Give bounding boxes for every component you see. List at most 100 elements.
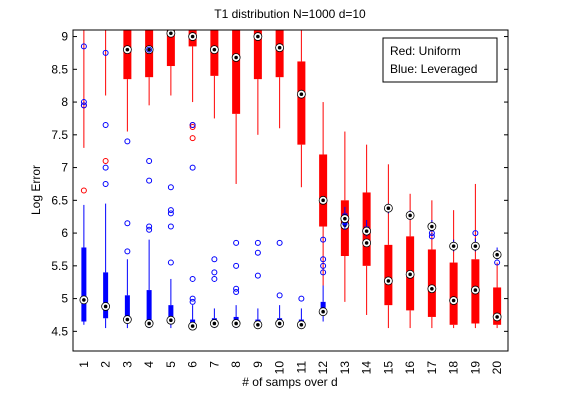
outlier xyxy=(189,123,196,130)
outlier xyxy=(298,295,305,302)
x-tick-label: 17 xyxy=(425,361,439,375)
y-tick-label: 9 xyxy=(61,30,68,44)
outlier xyxy=(146,223,153,230)
outlier xyxy=(211,256,218,263)
x-tick-label: 7 xyxy=(207,361,221,368)
x-tick-label: 11 xyxy=(294,361,308,374)
outlier xyxy=(320,236,327,243)
x-tick-label: 14 xyxy=(360,361,374,375)
outlier xyxy=(102,164,109,171)
outlier xyxy=(189,295,196,302)
x-axis-label: # of samps over d xyxy=(242,375,337,389)
box xyxy=(319,154,328,227)
outlier xyxy=(254,249,261,256)
median-dot xyxy=(408,272,412,277)
outlier xyxy=(146,177,153,184)
median-dot xyxy=(408,213,412,218)
outlier xyxy=(233,239,240,246)
x-tick-label: 8 xyxy=(229,361,243,368)
x-tick-label: 20 xyxy=(490,361,504,375)
box xyxy=(297,61,306,145)
y-tick-label: 6 xyxy=(61,226,68,240)
median-dot xyxy=(321,198,325,203)
outlier xyxy=(80,187,87,194)
median-dot xyxy=(430,224,434,229)
box xyxy=(103,272,109,319)
outlier xyxy=(102,180,109,187)
outlier xyxy=(189,121,196,128)
outlier xyxy=(167,207,174,214)
box xyxy=(253,30,262,80)
median-dot xyxy=(147,321,151,326)
y-tick-label: 8 xyxy=(61,95,68,109)
box xyxy=(168,305,174,324)
outlier xyxy=(254,272,261,279)
outlier xyxy=(146,46,153,53)
median-dot xyxy=(495,315,499,319)
outlier xyxy=(146,158,153,165)
outlier xyxy=(189,135,196,142)
legend-label: Blue: Leveraged xyxy=(390,62,477,76)
outlier xyxy=(102,49,109,56)
outlier xyxy=(233,262,240,269)
y-axis-label: Log Error xyxy=(29,165,43,215)
box xyxy=(166,30,175,67)
chart-title: T1 distribution N=1000 d=10 xyxy=(214,7,366,21)
box xyxy=(232,30,241,114)
x-tick-label: 5 xyxy=(164,361,178,368)
y-tick-label: 7 xyxy=(61,161,68,175)
x-tick-label: 19 xyxy=(468,361,482,375)
x-tick-label: 15 xyxy=(381,361,395,375)
axes-box xyxy=(72,29,509,352)
outlier xyxy=(254,239,261,246)
median-dot xyxy=(190,324,195,328)
box xyxy=(81,247,87,322)
median-dot xyxy=(234,321,238,326)
outlier xyxy=(189,275,196,282)
median-dot xyxy=(190,34,195,39)
legend xyxy=(382,37,498,83)
median-dot xyxy=(473,288,478,292)
outlier xyxy=(167,223,174,230)
outlier xyxy=(320,256,327,263)
median-dot xyxy=(277,45,282,50)
median-dot xyxy=(147,47,151,52)
median-dot xyxy=(386,279,391,283)
median-dot xyxy=(234,55,238,60)
median-dot xyxy=(386,206,391,210)
outlier xyxy=(211,269,218,276)
box xyxy=(124,295,130,322)
median-dot xyxy=(125,317,130,322)
y-tick-label: 8.5 xyxy=(51,62,68,76)
x-tick-label: 4 xyxy=(142,361,156,368)
outlier xyxy=(102,121,109,128)
median-dot xyxy=(103,304,108,309)
x-tick-label: 13 xyxy=(338,361,352,375)
y-tick-label: 4.5 xyxy=(51,324,68,338)
x-tick-label: 3 xyxy=(120,361,134,368)
median-dot xyxy=(343,216,347,221)
box xyxy=(449,262,458,325)
median-dot xyxy=(82,298,86,302)
outlier xyxy=(80,102,87,109)
outlier xyxy=(276,292,283,299)
median-dot xyxy=(256,34,260,39)
median-dot xyxy=(451,298,456,303)
x-tick-label: 10 xyxy=(273,361,287,375)
x-tick-label: 6 xyxy=(186,361,200,368)
plot-area xyxy=(79,30,502,331)
outlier xyxy=(320,269,327,276)
median-dot xyxy=(299,322,304,327)
median-dot xyxy=(169,31,173,36)
median-dot xyxy=(473,244,478,248)
outlier xyxy=(146,226,153,233)
outlier xyxy=(189,298,196,305)
median-dot xyxy=(451,244,456,248)
outlier xyxy=(189,164,196,171)
outlier xyxy=(167,184,174,191)
outlier xyxy=(472,230,479,237)
outlier xyxy=(320,262,327,269)
outlier xyxy=(428,233,435,240)
median-dot xyxy=(125,47,130,52)
box xyxy=(427,249,436,317)
